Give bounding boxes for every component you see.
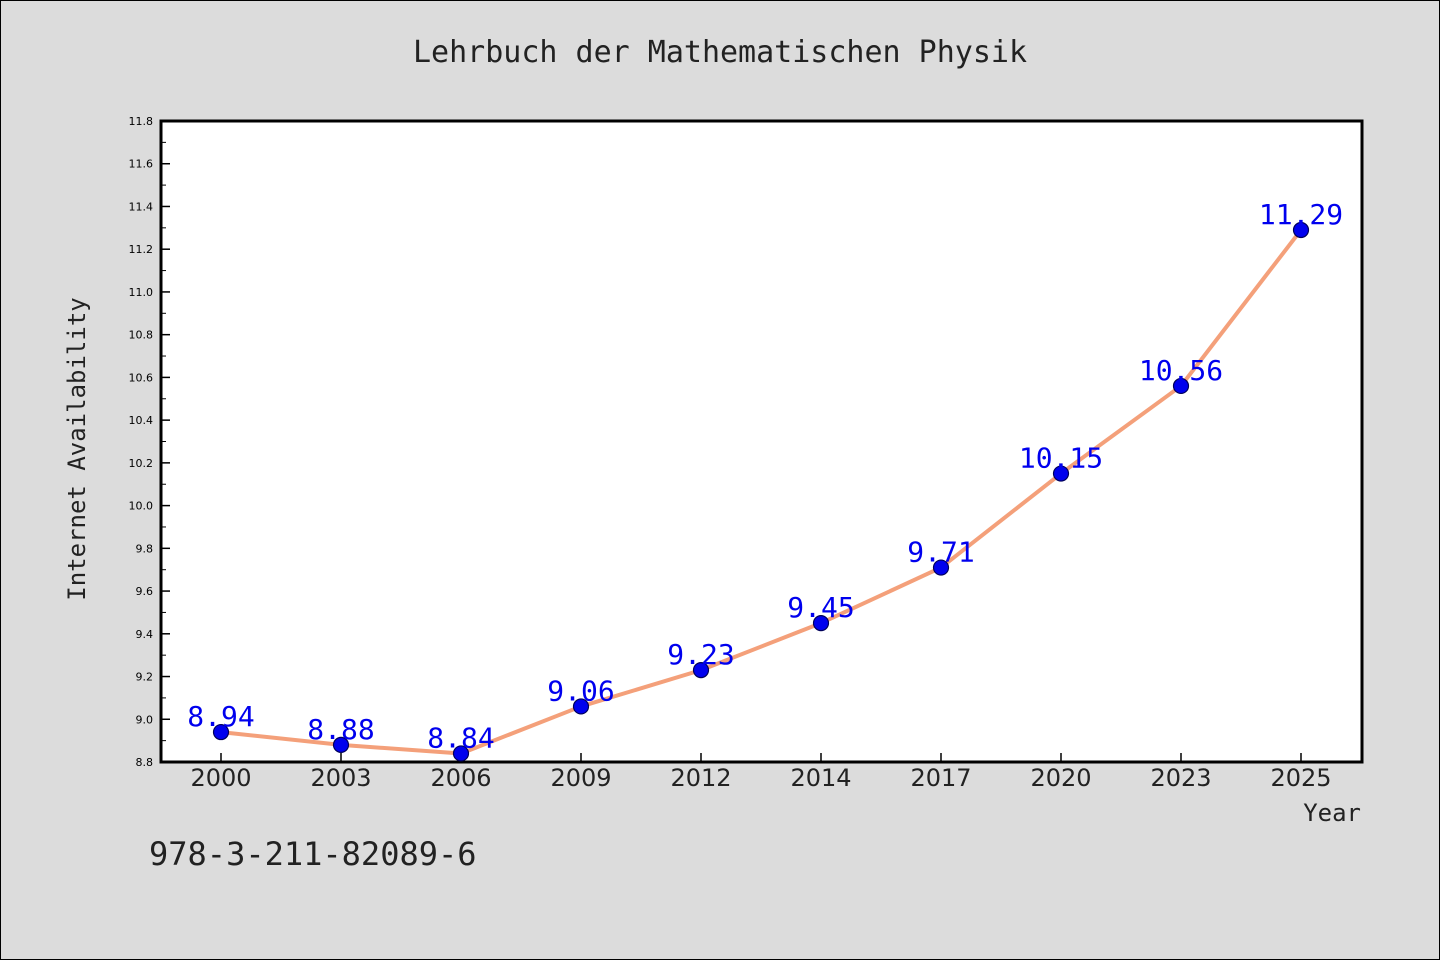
data-label: 9.23: [667, 638, 734, 671]
y-tick-label: 10.8: [129, 329, 154, 342]
data-point-marker: [692, 662, 710, 679]
y-tick-label: 11.0: [129, 286, 154, 299]
series-line: [220, 228, 1303, 756]
data-label: 11.29: [1259, 198, 1343, 231]
data-point-marker: [452, 745, 470, 762]
y-tick-label: 10.0: [129, 500, 154, 513]
x-tick-label: 2020: [1030, 764, 1091, 792]
chart-title: Lehrbuch der Mathematischen Physik: [412, 35, 1028, 70]
data-label: 9.45: [787, 591, 854, 624]
plot-area: [159, 119, 1364, 764]
isbn-text: 978-3-211-82089-6: [149, 835, 477, 873]
y-tick-label: 10.4: [129, 414, 154, 427]
y-axis: 8.8 9.0 9.2 9.4 9.6 9.8 10.0 10.2 10.4 10.6 10.8 11…: [129, 115, 170, 769]
y-tick-label: 10.2: [129, 457, 154, 470]
y-tick-label: 11.6: [129, 158, 154, 171]
x-tick-label: 2009: [550, 764, 611, 792]
data-point-marker: [1292, 221, 1310, 239]
data-point-marker: [932, 559, 950, 576]
y-tick-label: 9.2: [136, 671, 154, 684]
data-label: 9.71: [907, 536, 974, 569]
x-tick-label: 2014: [790, 764, 851, 792]
data-point-marker: [332, 736, 350, 754]
y-tick-label: 10.6: [129, 371, 154, 384]
series-line-group: [212, 221, 1310, 762]
x-tick-label: 2017: [910, 764, 971, 792]
data-point-marker: [1052, 465, 1070, 482]
y-tick-label: 8.8: [136, 756, 154, 769]
x-tick-label: 2006: [430, 764, 491, 792]
y-tick-label: 9.6: [136, 585, 154, 598]
y-tick-label: 9.4: [136, 628, 154, 641]
y-tick-label: 9.8: [136, 542, 154, 555]
data-label: 8.84: [427, 721, 494, 754]
data-label: 10.56: [1139, 354, 1223, 387]
data-point-marker: [1172, 377, 1190, 395]
data-label: 8.94: [187, 700, 254, 733]
y-axis-title: Internet Availability: [63, 297, 91, 600]
data-label: 8.88: [307, 713, 374, 746]
data-label: 10.15: [1019, 442, 1103, 475]
data-point-marker: [572, 698, 590, 715]
data-point-marker: [812, 615, 830, 632]
x-tick-label: 2000: [190, 764, 251, 792]
x-tick-label: 2012: [670, 764, 731, 792]
x-tick-label: 2003: [310, 764, 371, 792]
x-tick-label: 2023: [1150, 764, 1211, 792]
y-tick-label: 11.4: [129, 200, 154, 213]
x-axis: 2000 2003 2006 2009 2012 2014 2017 2020 2023 2025: [190, 753, 1332, 792]
x-axis-title: Year: [1303, 799, 1361, 827]
x-tick-label: 2025: [1270, 764, 1331, 792]
data-label-group: 8.94 8.88 8.84 9.06 9.23 9.45 9.71 10.15 10.56 11…: [187, 198, 1343, 754]
y-tick-label: 11.2: [129, 243, 154, 256]
y-tick-label: 11.8: [129, 115, 154, 128]
data-point-marker: [212, 723, 230, 741]
data-label: 9.06: [547, 674, 614, 707]
y-tick-label: 9.0: [136, 713, 154, 726]
